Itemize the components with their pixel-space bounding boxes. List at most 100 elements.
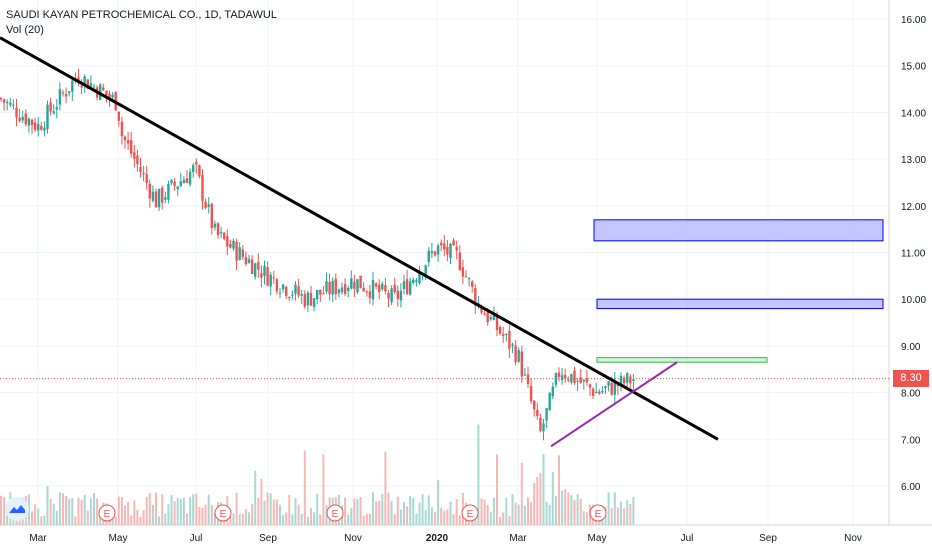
candle-body [142,172,145,174]
earnings-marker[interactable] [214,504,232,522]
volume-bar [458,515,461,525]
candle-body [18,117,21,121]
volume-indicator-label[interactable]: Vol (20) [6,24,44,36]
candle-body [71,80,74,92]
ascending-support-line[interactable] [550,361,678,448]
candle-body [275,279,279,292]
volume-bar [34,504,37,525]
candle-body [337,289,341,294]
candle-body [570,373,573,383]
volume-bar [322,454,325,525]
volume-bar [511,494,514,525]
candle-body [297,286,300,296]
volume-bar [148,492,151,525]
candle-body [105,90,108,96]
candle-body [471,281,474,287]
volume-bar [269,493,272,525]
candle-body [467,278,471,280]
volume-bar [393,514,396,525]
candle-body [33,122,37,130]
candle-body [347,287,350,291]
volume-bar [248,512,250,525]
earnings-marker[interactable] [589,504,607,522]
candle-body [334,278,337,295]
candle-body [474,288,477,306]
volume-bar [477,424,480,525]
candle-body [461,267,465,277]
candle-body [266,267,269,286]
candle-body [542,423,545,432]
volume-bar [285,512,288,525]
volume-bar [406,506,409,525]
volume-bar [561,490,564,525]
volume-bar [375,501,378,525]
volume-bar [505,497,508,525]
candle-body [415,280,418,283]
volume-bar [164,513,167,525]
volume-bar [229,516,232,525]
candle-body [120,121,124,137]
candle-body [300,294,303,296]
breakout-zone[interactable] [596,357,768,363]
volume-bar [480,498,483,525]
volume-bar [455,499,458,525]
volume-bar [542,454,545,525]
candle-body [145,174,148,183]
resistance-zone[interactable] [593,219,884,242]
candle-body [58,89,62,105]
x-tick-label: 2020 [426,533,449,544]
candle-body [40,125,43,130]
candle-body [226,236,229,247]
candle-body [545,408,548,421]
candle-body [30,119,34,126]
volume-bar [40,516,43,525]
candle-body [272,277,275,279]
candle-body [151,191,155,201]
volume-bar [111,514,114,525]
volume-bar [350,508,353,525]
volume-bar [452,514,455,525]
candle-body [595,391,598,394]
candle-body [517,350,520,362]
chart-legend: SAUDI KAYAN PETROCHEMICAL CO., 1D, TADAW… [6,8,277,38]
candle-body [64,93,68,97]
candle-body [219,231,223,234]
volume-bar [536,477,539,525]
volume-bar [288,494,291,525]
candle-body [368,291,372,298]
volume-bar [279,505,281,525]
volume-bar [514,502,517,525]
descending-trendline[interactable] [0,36,719,441]
volume-bar [437,479,440,525]
volume-bar [263,500,266,525]
volume-bar [387,492,390,525]
earnings-marker[interactable] [461,504,479,522]
candle-body [278,292,282,294]
volume-bar [192,494,195,525]
volume-bar [170,494,173,525]
candle-body [111,94,114,98]
candle-body [312,298,316,308]
volume-bar [201,507,204,525]
earnings-marker[interactable] [98,504,116,522]
candle-body [629,376,632,384]
volume-bar [508,516,511,525]
volume-bar [136,509,139,525]
volume-bar [96,498,99,525]
volume-bar [378,500,381,525]
resistance-zone[interactable] [596,298,884,310]
volume-bar [412,497,415,525]
candle-body [49,102,52,112]
candle-body [303,294,306,307]
candle-body [126,140,130,144]
candle-body [480,305,483,313]
candle-body [405,279,409,295]
earnings-marker[interactable] [326,504,344,522]
volume-bar [306,516,309,525]
tradingview-logo-icon[interactable] [5,497,29,521]
volume-bar [316,493,319,525]
volume-bar [403,501,405,525]
volume-bar [272,499,275,525]
x-tick-label: Jul [681,533,694,544]
